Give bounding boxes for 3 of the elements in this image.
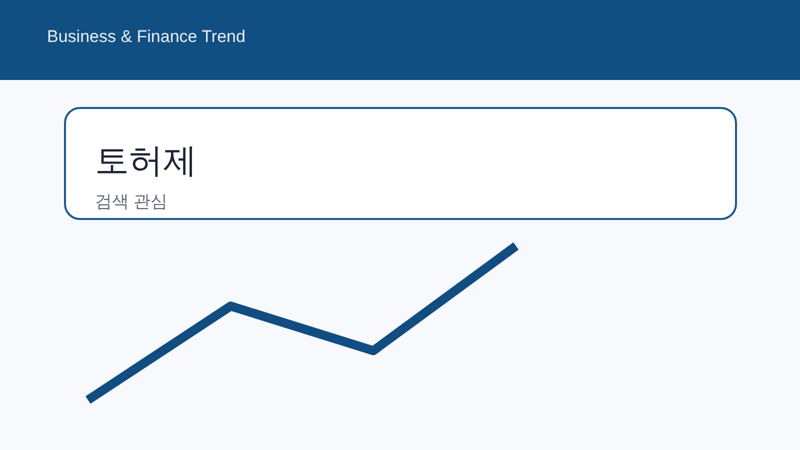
subtitle: 검색 관심 xyxy=(95,192,168,211)
title: 토허제 xyxy=(95,142,197,180)
annotation: Business & Finance Trend xyxy=(47,27,246,46)
